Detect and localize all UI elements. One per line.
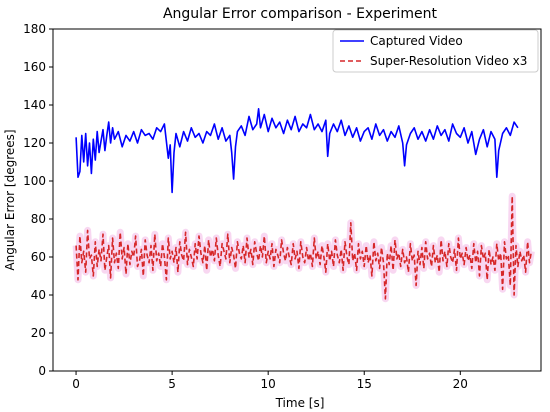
chart-title: Angular Error comparison - Experiment	[163, 6, 438, 22]
x-axis-label: Time [s]	[275, 396, 325, 410]
legend-label-captured-video: Captured Video	[370, 34, 463, 48]
y-tick-label: 80	[31, 212, 46, 226]
x-tick-label: 10	[261, 377, 276, 391]
x-tick-label: 20	[453, 377, 468, 391]
x-tick-label: 5	[168, 377, 176, 391]
y-tick-label: 180	[23, 22, 46, 36]
y-tick-label: 160	[23, 60, 46, 74]
legend-box	[332, 29, 539, 73]
y-tick-label: 20	[31, 326, 46, 340]
x-tick-label: 0	[72, 377, 80, 391]
series-line-captured-video	[75, 108, 519, 194]
y-axis-label: Angular Error [degrees]	[3, 129, 17, 270]
legend-label-super-resolution-video: Super-Resolution Video x3	[370, 54, 527, 68]
y-tick-label: 40	[31, 288, 46, 302]
x-tick-label: 15	[357, 377, 372, 391]
y-tick-label: 140	[23, 98, 46, 112]
y-tick-label: 0	[38, 364, 46, 378]
plot-area	[72, 108, 535, 303]
legend: Captured Video Super-Resolution Video x3	[332, 29, 539, 73]
series-band-super-resolution-video-x3	[72, 192, 535, 303]
axes-frame	[52, 28, 542, 372]
axis-ticks: 0 5 10 15 20 0 20 40 60 80 100 120 140 160 180	[23, 22, 468, 391]
y-tick-label: 120	[23, 136, 46, 150]
y-tick-label: 60	[31, 250, 46, 264]
y-tick-label: 100	[23, 174, 46, 188]
